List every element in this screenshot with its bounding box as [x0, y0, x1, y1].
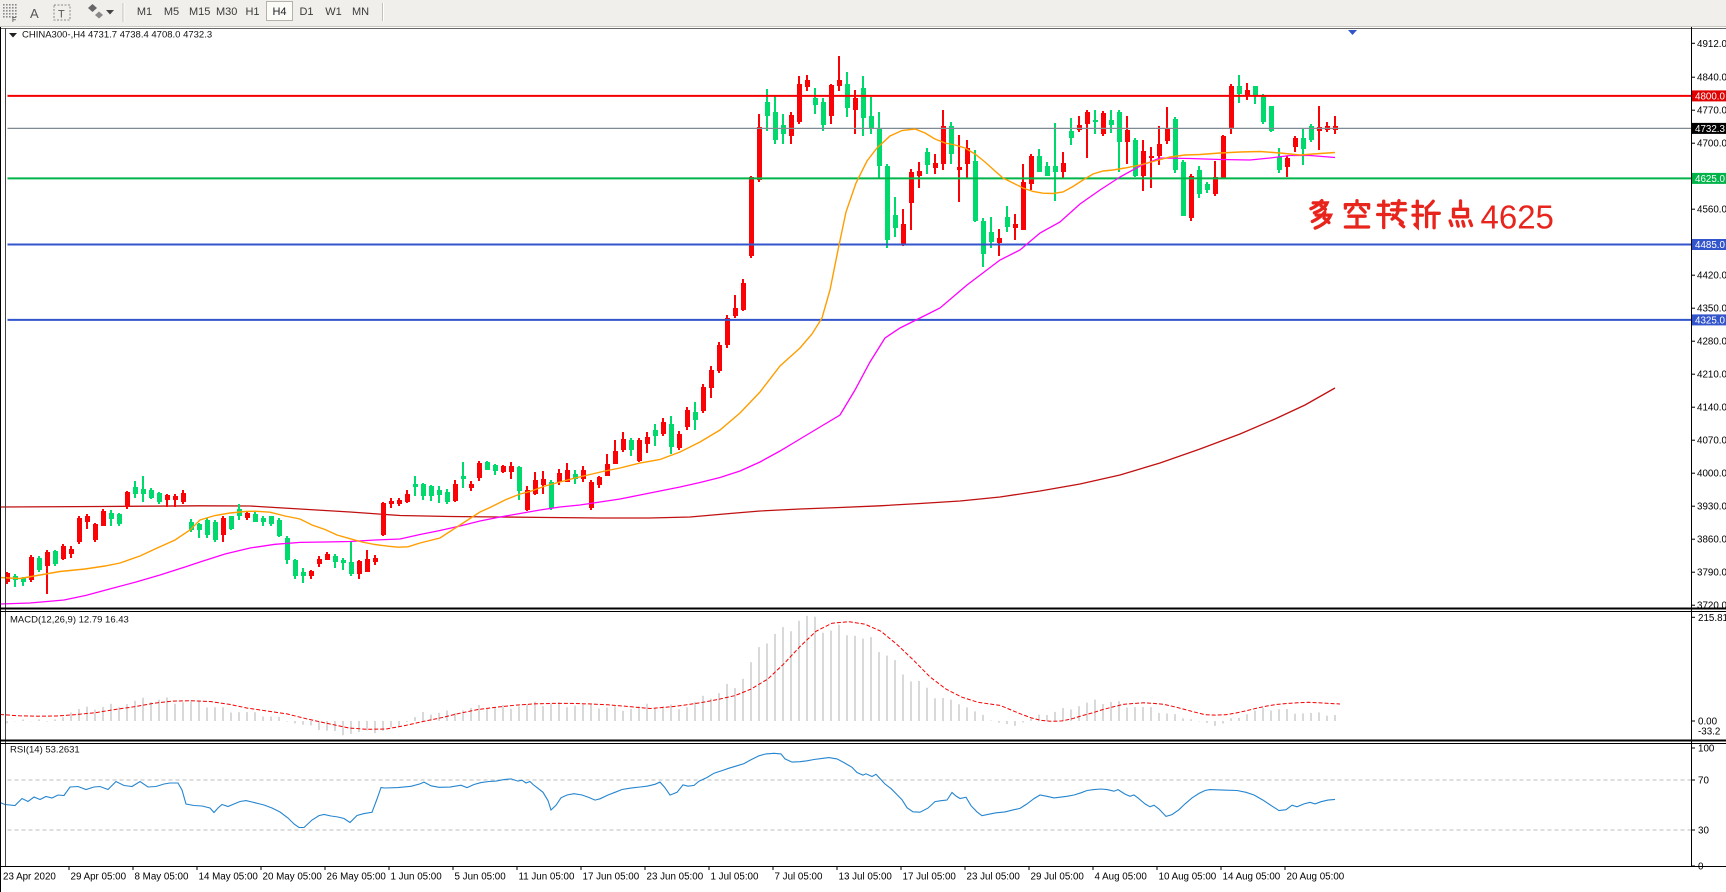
svg-text:4000.0: 4000.0: [1697, 469, 1726, 480]
svg-text:3860.0: 3860.0: [1697, 535, 1726, 546]
svg-text:3790.0: 3790.0: [1697, 568, 1726, 579]
svg-text:4560.0: 4560.0: [1697, 205, 1726, 216]
svg-text:8 May 05:00: 8 May 05:00: [135, 872, 189, 883]
svg-text:17 Jul 05:00: 17 Jul 05:00: [903, 872, 957, 883]
svg-text:100: 100: [1698, 744, 1715, 755]
svg-text:RSI(14) 53.2631: RSI(14) 53.2631: [10, 745, 80, 756]
svg-text:10 Aug 05:00: 10 Aug 05:00: [1159, 872, 1217, 883]
svg-text:4485.0: 4485.0: [1695, 240, 1726, 251]
svg-text:23 Jul 05:00: 23 Jul 05:00: [967, 872, 1021, 883]
svg-text:4840.0: 4840.0: [1697, 73, 1726, 84]
svg-text:13 Jul 05:00: 13 Jul 05:00: [839, 872, 893, 883]
svg-text:4350.0: 4350.0: [1697, 304, 1726, 315]
svg-text:T: T: [58, 9, 65, 21]
svg-text:4732.3: 4732.3: [1695, 124, 1726, 135]
svg-text:11 Jun 05:00: 11 Jun 05:00: [519, 872, 575, 883]
svg-text:70: 70: [1698, 776, 1709, 787]
svg-text:0.00: 0.00: [1698, 717, 1718, 728]
svg-text:5 Jun 05:00: 5 Jun 05:00: [455, 872, 507, 883]
svg-text:14 Aug 05:00: 14 Aug 05:00: [1223, 872, 1281, 883]
svg-text:4770.0: 4770.0: [1697, 106, 1726, 117]
svg-text:29 Jul 05:00: 29 Jul 05:00: [1031, 872, 1085, 883]
svg-text:3930.0: 3930.0: [1697, 502, 1726, 513]
svg-text:4420.0: 4420.0: [1697, 271, 1726, 282]
svg-text:4210.0: 4210.0: [1697, 370, 1726, 381]
svg-text:29 Apr 05:00: 29 Apr 05:00: [71, 872, 127, 883]
svg-text:23 Jun 05:00: 23 Jun 05:00: [647, 872, 704, 883]
svg-text:4700.0: 4700.0: [1697, 139, 1726, 150]
svg-text:-33.2: -33.2: [1698, 727, 1720, 738]
svg-text:20 May 05:00: 20 May 05:00: [263, 872, 323, 883]
svg-text:4280.0: 4280.0: [1697, 337, 1726, 348]
svg-text:7 Jul 05:00: 7 Jul 05:00: [775, 872, 823, 883]
svg-text:4 Aug 05:00: 4 Aug 05:00: [1095, 872, 1148, 883]
svg-text:23 Apr 2020: 23 Apr 2020: [3, 872, 56, 883]
svg-text:A: A: [30, 6, 39, 21]
svg-text:MACD(12,26,9) 12.79 16.43: MACD(12,26,9) 12.79 16.43: [10, 615, 129, 626]
svg-text:20 Aug 05:00: 20 Aug 05:00: [1287, 872, 1345, 883]
svg-text:CHINA300-,H4 4731.7 4738.4 47: CHINA300-,H4 4731.7 4738.4 4708.0 4732.3: [22, 30, 212, 41]
svg-text:4140.0: 4140.0: [1697, 403, 1726, 414]
svg-text:30: 30: [1698, 826, 1709, 837]
svg-text:4912.0: 4912.0: [1697, 39, 1726, 50]
svg-text:14 May 05:00: 14 May 05:00: [199, 872, 259, 883]
svg-text:215.81: 215.81: [1698, 613, 1726, 624]
svg-text:1 Jul 05:00: 1 Jul 05:00: [711, 872, 759, 883]
svg-text:4070.0: 4070.0: [1697, 436, 1726, 447]
svg-text:26 May 05:00: 26 May 05:00: [327, 872, 387, 883]
svg-text:4625: 4625: [1481, 199, 1554, 236]
svg-text:4800.0: 4800.0: [1695, 92, 1726, 103]
svg-text:3720.0: 3720.0: [1697, 601, 1726, 612]
svg-text:17 Jun 05:00: 17 Jun 05:00: [583, 872, 640, 883]
svg-text:4325.0: 4325.0: [1695, 316, 1726, 327]
svg-text:F: F: [12, 17, 16, 24]
svg-text:4625.0: 4625.0: [1695, 174, 1726, 185]
svg-text:1 Jun 05:00: 1 Jun 05:00: [391, 872, 443, 883]
